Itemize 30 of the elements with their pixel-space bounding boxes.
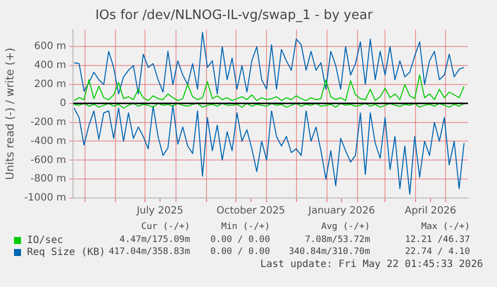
text: 417.04m/358.83m (108, 247, 190, 257)
legend-label: Req Size (KB) (27, 247, 106, 258)
text: Max (-/+) (420, 222, 470, 232)
y-tick-label: 600 m (34, 41, 66, 52)
text: 7.08m/53.72m (304, 235, 370, 245)
text: Last update: Fri May 22 01:45:33 2026 (260, 259, 483, 270)
text: 12.21 /46.37 (404, 235, 470, 245)
y-tick-label: -800 m (30, 174, 66, 185)
y-axis-title: Units read (-) / write (+) (3, 48, 16, 180)
text: 0.00 / 0.00 (210, 247, 270, 257)
y-tick-label: 400 m (34, 60, 66, 72)
text: Min (-/+) (221, 222, 270, 232)
text: 22.74 / 4.10 (404, 247, 470, 257)
x-tick-label: January 2026 (307, 206, 375, 217)
text: Avg (-/+) (320, 222, 370, 232)
y-tick-label: -400 m (30, 136, 66, 147)
y-tick-label: 200 m (34, 79, 66, 90)
x-tick-label: April 2026 (404, 206, 456, 217)
chart-title: IOs for /dev/NLNOG-IL-vg/swap_1 - by year (95, 8, 374, 24)
y-tick-label: -200 m (30, 116, 66, 128)
text: 340.84m/310.70m (288, 247, 370, 257)
y-tick-label: -600 m (30, 154, 66, 166)
y-tick-label: 0 (60, 98, 66, 109)
x-tick-label: October 2025 (216, 206, 286, 217)
x-tick-label: July 2025 (136, 206, 184, 217)
text: Cur (-/+) (140, 222, 190, 232)
text: 4.47m/175.09m (118, 235, 190, 245)
legend-label: IO/sec (27, 235, 64, 246)
text: 0.00 / 0.00 (210, 235, 270, 245)
y-tick-label: -1000 m (24, 192, 66, 204)
